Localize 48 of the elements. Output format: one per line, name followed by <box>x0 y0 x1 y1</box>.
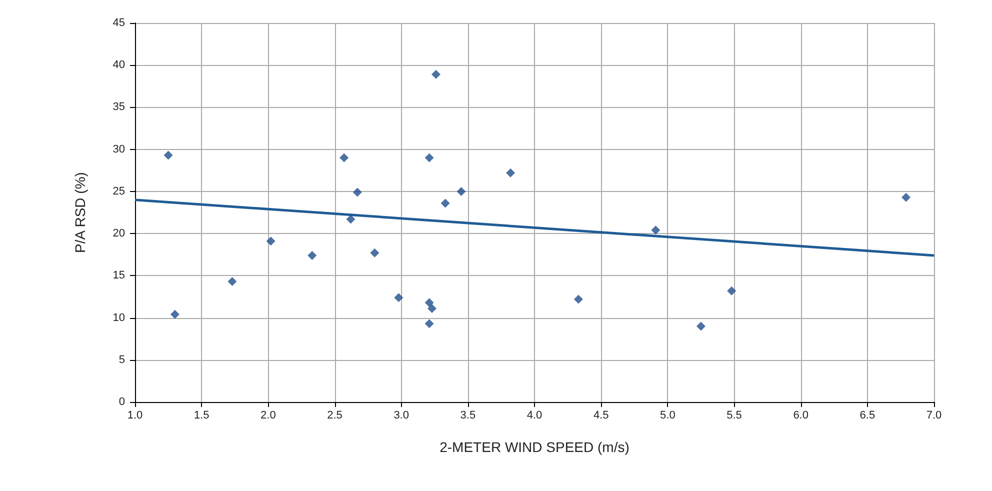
y-tick-label: 40 <box>112 59 125 72</box>
point <box>370 248 380 258</box>
point <box>696 322 706 331</box>
x-tick-label: 3.0 <box>394 410 409 422</box>
y-tick-label: 20 <box>112 228 125 240</box>
point <box>424 153 434 162</box>
point <box>727 286 736 296</box>
x-tick-label: 5.5 <box>726 410 742 422</box>
point <box>228 277 237 286</box>
point <box>431 70 440 79</box>
y-tick-label: 0 <box>118 396 125 408</box>
y-tick-label: 25 <box>112 185 125 198</box>
point <box>340 153 349 162</box>
x-tick-label: 1.0 <box>127 410 143 422</box>
x-tick-label: 5.0 <box>660 410 676 422</box>
point <box>651 226 660 235</box>
point <box>424 298 434 308</box>
point <box>266 236 276 246</box>
x-tick-label: 4.5 <box>593 410 609 422</box>
point <box>308 250 317 260</box>
x-tick-label: 2.5 <box>327 410 342 422</box>
x-tick-label: 2.0 <box>260 410 276 422</box>
point <box>902 192 911 202</box>
x-axis-title: 2-METER WIND SPEED (m/s) <box>440 439 630 455</box>
point <box>440 198 450 208</box>
point <box>424 319 434 328</box>
point <box>170 310 180 319</box>
x-tick-label: 6.0 <box>793 410 808 422</box>
y-axis-title: P/A RSD (%) <box>72 172 88 253</box>
y-tick-label: 30 <box>112 143 125 156</box>
point <box>352 188 362 197</box>
point <box>506 168 516 178</box>
y-tick-label: 45 <box>112 17 125 29</box>
x-tick-label: 4.0 <box>526 410 542 422</box>
point <box>394 293 404 302</box>
x-tick-label: 3.5 <box>460 410 476 422</box>
x-tick-label: 6.5 <box>860 410 876 422</box>
point <box>456 186 466 196</box>
y-tick-label: 35 <box>112 101 125 114</box>
y-tick-label: 5 <box>118 354 125 366</box>
y-tick-label: 10 <box>112 312 125 324</box>
point <box>346 214 356 224</box>
point <box>164 150 173 160</box>
point <box>427 304 436 314</box>
point <box>574 294 583 304</box>
y-tick-label: 15 <box>112 270 125 282</box>
x-tick-label: 1.5 <box>194 410 210 422</box>
x-tick-label: 7.0 <box>926 410 942 422</box>
